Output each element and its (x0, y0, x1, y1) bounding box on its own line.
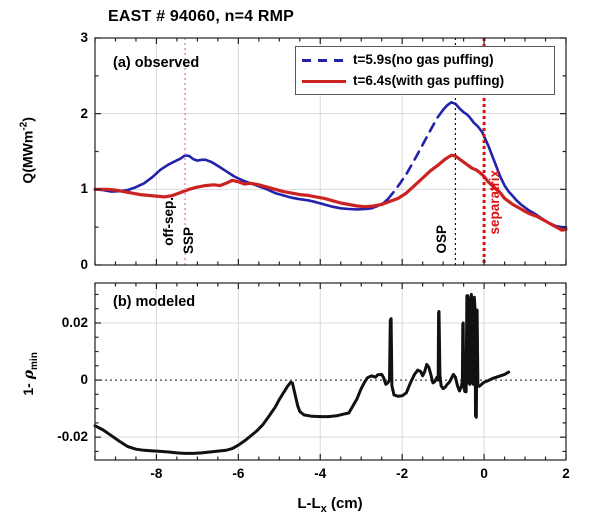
panel-b-label: (b) modeled (113, 294, 196, 310)
series-line (93, 292, 511, 455)
legend-label-no-gas: t=5.9s(no gas puffing) (353, 52, 494, 67)
x-tick-label: -4 (314, 466, 327, 481)
panel-a-label: (a) observed (113, 55, 200, 71)
x-tick-label: -6 (232, 466, 245, 481)
y-tick-label: 0.02 (61, 314, 88, 330)
y-tick-label: 2 (80, 105, 88, 121)
x-tick-label: -2 (396, 466, 409, 481)
legend-box: t=5.9s(no gas puffing) t=6.4s(with gas p… (295, 46, 555, 95)
series-line (386, 108, 445, 201)
axes-box (94, 282, 567, 461)
series-line (93, 153, 568, 232)
x-tick-label: 0 (480, 466, 488, 481)
y-tick-label: 3 (80, 30, 88, 45)
legend-item-with-gas: t=6.4s(with gas puffing) (302, 71, 548, 91)
chart-title: EAST # 94060, n=4 RMP (108, 8, 295, 25)
legend-item-no-gas: t=5.9s(no gas puffing) (302, 50, 548, 70)
series-line (441, 101, 568, 229)
annotation-ssp: SSP (181, 227, 196, 255)
y-tick-label: 0 (80, 257, 88, 272)
annotation-separatrix: separatrix (487, 170, 502, 235)
x-tick-label: 2 (562, 466, 570, 481)
legend-line-dashed-blue (302, 58, 346, 62)
x-axis-label: L-Lx (cm) (297, 495, 363, 515)
x-tick-label: -8 (150, 466, 163, 481)
annotation-off-sep: off-sep. (161, 197, 176, 246)
panel-a-y-axis-label: Q(MWm-2) (18, 117, 36, 184)
annotation-osp: OSP (434, 225, 449, 254)
legend-label-with-gas: t=6.4s(with gas puffing) (353, 73, 505, 88)
y-tick-label: -0.02 (57, 429, 88, 445)
legend-line-solid-red (302, 79, 346, 83)
y-tick-label: 1 (80, 181, 88, 197)
series-line (93, 154, 390, 211)
panel-b-y-axis-label: 1- ρmin (20, 352, 40, 396)
y-tick-label: 0 (80, 372, 88, 388)
